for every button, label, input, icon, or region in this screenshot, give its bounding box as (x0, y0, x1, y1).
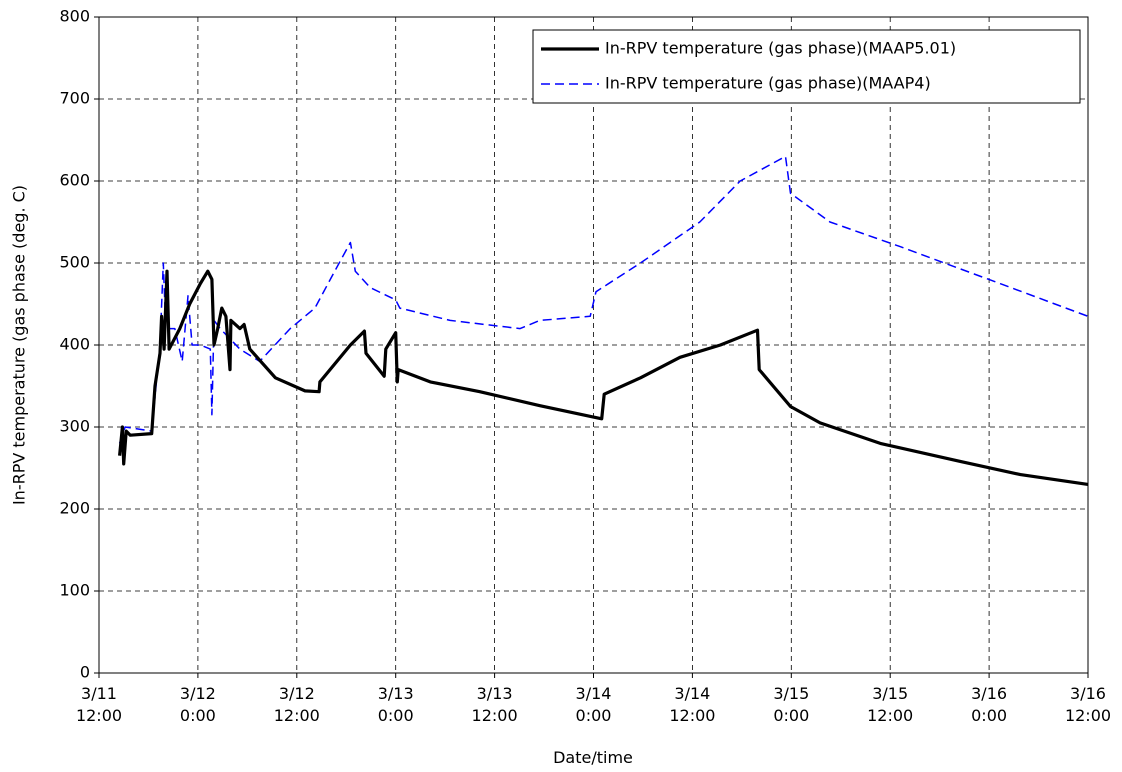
y-tick-label: 200 (59, 499, 90, 518)
legend-label: In-RPV temperature (gas phase)(MAAP4) (605, 74, 931, 93)
y-tick-label: 400 (59, 335, 90, 354)
y-tick-label: 100 (59, 581, 90, 600)
y-tick-label: 800 (59, 7, 90, 26)
series-line (118, 155, 1089, 444)
x-tick-label: 3/13 0:00 (377, 684, 414, 725)
y-tick-label: 300 (59, 417, 90, 436)
x-tick-label: 3/16 12:00 (1064, 684, 1112, 725)
x-axis-label: Date/time (553, 748, 633, 767)
y-axis-label: In-RPV temperature (gas phase (deg. C) (10, 185, 29, 505)
x-tick-label: 3/15 12:00 (867, 684, 914, 725)
x-tick-label: 3/16 0:00 (971, 684, 1008, 725)
y-tick-label: 700 (59, 89, 90, 108)
x-tick-label: 3/13 12:00 (471, 684, 518, 725)
x-tick-label: 3/11 12:00 (75, 684, 123, 725)
x-tick-label: 3/15 0:00 (773, 684, 810, 725)
y-tick-label: 500 (59, 253, 90, 272)
x-tick-label: 3/14 12:00 (669, 684, 716, 725)
y-tick-label: 0 (80, 663, 90, 682)
x-tick-label: 3/12 12:00 (273, 684, 320, 725)
x-tick-label: 3/12 0:00 (179, 684, 216, 725)
plot-frame (98, 16, 1089, 674)
series-line (118, 269, 1089, 486)
y-tick-label: 600 (59, 171, 90, 190)
x-tick-label: 3/14 0:00 (575, 684, 612, 725)
legend-box (532, 29, 1081, 104)
legend-label: In-RPV temperature (gas phase)(MAAP5.01) (605, 39, 956, 58)
